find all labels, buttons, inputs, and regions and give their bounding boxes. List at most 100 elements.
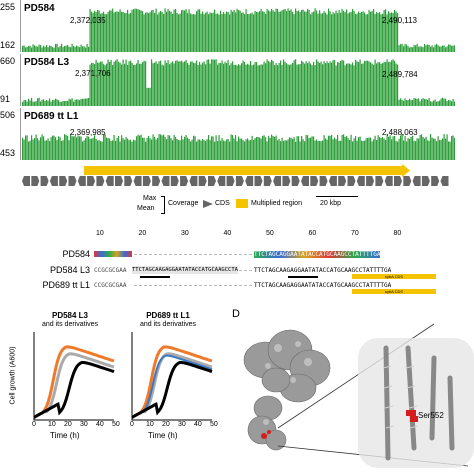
seq-left: CCGCGCGAA xyxy=(94,267,127,274)
cds-arrow xyxy=(421,176,430,186)
cds-bar: sybA CDS xyxy=(352,274,436,279)
cds-arrow xyxy=(254,176,263,186)
cds-arrow xyxy=(366,176,375,186)
cds-arrow xyxy=(356,176,365,186)
cds-arrow xyxy=(310,176,319,186)
cds-arrow xyxy=(198,176,207,186)
cds-arrow xyxy=(440,176,449,186)
cds-arrow xyxy=(142,176,151,186)
growth-curve xyxy=(131,345,213,419)
growth-xtick: 20 xyxy=(64,421,72,428)
cds-arrow xyxy=(124,176,133,186)
cds-arrow xyxy=(208,176,216,186)
scale-bar-label: 20 kbp xyxy=(320,200,342,207)
track-0-ymin: 162 xyxy=(0,40,16,50)
cds-arrow xyxy=(59,176,68,186)
cds-arrow xyxy=(319,176,328,186)
seq-color-strip xyxy=(94,251,132,257)
cds-arrow xyxy=(217,176,226,186)
ruler-tick: 20 xyxy=(138,230,147,237)
alignment-row-label: PD689 tt L1 xyxy=(42,280,90,290)
surface-texture xyxy=(263,341,312,425)
cds-arrow xyxy=(105,176,114,186)
track-1-ymin: 91 xyxy=(0,94,11,104)
growth-ylabel: Cell growth (A600) xyxy=(9,346,17,405)
red-site-left xyxy=(261,430,271,439)
cds-arrow xyxy=(282,176,291,186)
track-0-start: 2,372,035 xyxy=(70,16,106,25)
ruler-tick: 50 xyxy=(266,230,274,237)
cds-arrow xyxy=(245,176,254,186)
gene-map xyxy=(22,164,449,186)
growth-xtick: 30 xyxy=(80,421,88,428)
duplicated-segment: TTCTAGCAAGAGGAATATACCATGCAAGCCTA xyxy=(132,266,238,274)
cds-arrow xyxy=(152,176,161,186)
helix-ribbons xyxy=(383,345,455,461)
cds-arrow xyxy=(180,176,189,186)
growth-xtick: 40 xyxy=(194,421,202,428)
ruler-tick: 60 xyxy=(308,230,317,237)
cds-arrow xyxy=(375,176,384,186)
gap-dashes xyxy=(134,285,252,286)
growth-xtick: 30 xyxy=(178,421,186,428)
growth-plot xyxy=(33,332,115,421)
track-0-ymax: 255 xyxy=(0,2,16,12)
multiplied-legend-swatch xyxy=(236,199,248,208)
multiplied-region-arrow xyxy=(402,164,410,177)
growth-chart-subtitle: and its derivatives xyxy=(139,321,197,328)
growth-chart-subtitle: and its derivatives xyxy=(41,321,99,328)
cds-arrow xyxy=(49,176,58,186)
growth-xtick: 50 xyxy=(112,421,120,428)
ruler-tick: 40 xyxy=(223,230,232,237)
ruler-tick: 10 xyxy=(96,230,104,237)
growth-xlabel: Time (h) xyxy=(50,431,80,440)
cds-arrow xyxy=(273,176,282,186)
alignment-row-label: PD584 L3 xyxy=(49,265,90,275)
growth-xtick: 0 xyxy=(130,421,134,428)
gap-dashes xyxy=(134,254,252,255)
panel-letter-d: D xyxy=(232,308,240,320)
alignment-row-label: PD584 xyxy=(62,249,90,259)
ruler-tick: 80 xyxy=(393,230,402,237)
multiplied-region-bar xyxy=(84,166,402,175)
track-2-coverage xyxy=(20,108,455,160)
seq-right: TTCTAGCAAGAGGAATATACCATGCAAGCCTATTTTGA xyxy=(254,282,392,289)
growth-xtick: 50 xyxy=(210,421,218,428)
cds-arrow xyxy=(394,176,402,186)
red-site-right xyxy=(406,410,418,422)
residue-label: Ser552 xyxy=(418,411,444,420)
track-0-coverage xyxy=(20,0,455,52)
cds-arrow xyxy=(328,176,337,186)
cds-bar: sybA CDS xyxy=(352,289,436,294)
track-1-start: 2,371,706 xyxy=(75,69,111,78)
track-2-start: 2,369,985 xyxy=(70,128,106,137)
seq-right: TTCTAGCAAGAGGAATATACCATGCAAGCCTATTTTGA xyxy=(254,267,392,274)
cds-arrow xyxy=(412,176,421,186)
legend-max: Max xyxy=(143,195,157,202)
cds-arrows xyxy=(22,176,449,186)
cds-arrow xyxy=(161,176,170,186)
cds-arrow xyxy=(77,176,86,186)
legend-cds: CDS xyxy=(215,200,230,207)
track-1-name: PD584 L3 xyxy=(24,57,70,68)
track-1-end: 2,489,784 xyxy=(382,70,418,79)
cds-arrow xyxy=(384,176,393,186)
cds-arrow xyxy=(170,176,179,186)
track-1-ymax: 660 xyxy=(0,56,16,66)
seq-right: TTCTAGCAGGAATATACCATGCAAGCCTATTTTGA xyxy=(254,251,381,258)
track-2-name: PD689 tt L1 xyxy=(24,111,79,122)
helix-stripes xyxy=(382,365,419,429)
cds-arrow xyxy=(263,176,272,186)
protein-surface-left xyxy=(243,329,331,451)
underline-right xyxy=(288,276,318,278)
legend-bracket xyxy=(161,196,165,214)
track-1-coverage xyxy=(20,54,455,106)
legend-multiplied: Multiplied region xyxy=(251,200,302,207)
cds-arrow xyxy=(31,176,40,186)
growth-xtick: 10 xyxy=(48,421,56,428)
ruler-tick: 30 xyxy=(181,230,189,237)
growth-curve xyxy=(33,360,115,419)
cds-arrow xyxy=(87,176,96,186)
cds-arrow xyxy=(226,176,235,186)
cds-arrow xyxy=(431,176,440,186)
